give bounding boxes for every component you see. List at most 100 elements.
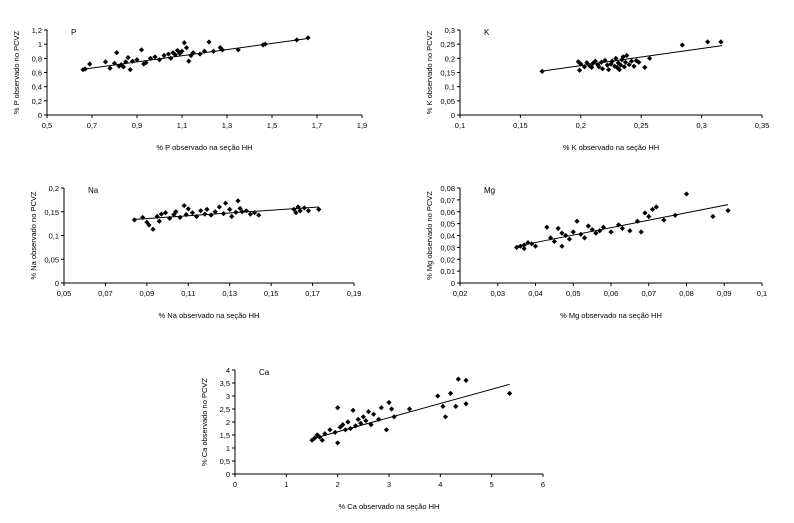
data-point	[140, 214, 146, 221]
panel-label: Na	[88, 186, 99, 195]
data-point	[604, 62, 610, 68]
data-point	[386, 399, 392, 406]
data-point	[609, 58, 615, 64]
data-point	[206, 39, 212, 45]
data-point	[189, 210, 196, 216]
trend-line	[516, 204, 729, 247]
data-point	[237, 205, 243, 212]
x-tick-label: 0,9	[132, 121, 142, 130]
data-point	[227, 206, 233, 212]
data-point	[507, 390, 513, 396]
x-tick-label: 0,03	[490, 289, 505, 298]
x-axis-label: % P observado na seção HH	[156, 143, 252, 152]
data-point	[156, 57, 163, 63]
data-point	[388, 406, 395, 412]
data-point	[111, 60, 118, 66]
data-point	[219, 47, 226, 53]
x-tick-label: 0,17	[305, 289, 320, 298]
data-point	[585, 223, 591, 229]
data-point	[442, 414, 449, 420]
data-point	[638, 229, 644, 235]
y-axis-label: % Ca observado no PCVZ	[200, 378, 209, 466]
data-point	[406, 406, 413, 412]
y-tick-label: 0	[38, 111, 42, 120]
data-point	[335, 440, 341, 446]
data-point	[193, 213, 200, 220]
data-point	[152, 54, 158, 60]
data-point	[305, 208, 312, 214]
data-point	[120, 64, 127, 70]
y-tick-label: 0,04	[440, 232, 455, 241]
y-tick-label: 1	[38, 40, 42, 49]
y-tick-label: 0,03	[440, 243, 455, 252]
data-point	[634, 218, 641, 224]
data-point	[710, 213, 716, 220]
data-point	[167, 215, 173, 221]
data-point	[559, 243, 565, 249]
y-tick-label: 0,6	[32, 69, 42, 78]
data-point	[602, 57, 608, 63]
y-tick-label: 4	[226, 366, 230, 375]
y-tick-label: 0,2	[445, 54, 455, 63]
data-point	[350, 407, 356, 413]
data-point	[239, 209, 245, 215]
data-point	[365, 409, 372, 415]
data-point	[363, 418, 369, 424]
data-point	[262, 41, 268, 47]
y-tick-label: 0,05	[44, 255, 59, 264]
data-point	[448, 390, 454, 396]
x-tick-label: 1,3	[222, 121, 232, 130]
data-point	[596, 64, 602, 70]
data-point	[127, 67, 133, 73]
data-point	[305, 35, 311, 41]
data-point	[521, 242, 527, 248]
data-point	[521, 245, 527, 252]
y-tick-label: 0,4	[32, 83, 42, 92]
data-point	[435, 393, 441, 399]
y-tick-label: 0,3	[445, 26, 455, 35]
x-tick-label: 0,08	[679, 289, 694, 298]
data-point	[575, 59, 581, 65]
data-point	[622, 59, 629, 65]
data-point	[378, 405, 384, 411]
data-point	[355, 416, 361, 422]
data-point	[581, 64, 588, 70]
y-tick-label: 0,08	[440, 184, 455, 193]
x-tick-label: 0,07	[98, 289, 113, 298]
data-point	[216, 204, 222, 210]
x-tick-label: 0,5	[42, 121, 52, 130]
data-point	[322, 431, 328, 437]
data-point	[653, 204, 659, 210]
panel-label: Mg	[484, 186, 495, 195]
data-point	[620, 54, 626, 60]
data-point	[595, 61, 601, 68]
panel-label: Ca	[259, 368, 270, 377]
y-tick-label: 0	[451, 111, 455, 120]
data-point	[131, 217, 138, 223]
y-tick-label: 0	[55, 279, 59, 288]
data-point	[368, 422, 374, 428]
x-tick-label: 0,13	[222, 289, 237, 298]
data-point	[332, 429, 338, 435]
y-tick-label: 0,01	[440, 267, 455, 276]
data-point	[551, 238, 557, 245]
data-point	[574, 218, 580, 224]
data-point	[327, 427, 333, 433]
data-point	[649, 206, 656, 212]
data-point	[129, 58, 136, 64]
x-tick-label: 0,09	[717, 289, 732, 298]
data-point	[150, 226, 156, 232]
x-tick-label: 0,05	[57, 289, 72, 298]
y-tick-label: 0,05	[440, 220, 455, 229]
y-tick-label: 0,1	[445, 83, 455, 92]
data-point	[179, 48, 185, 54]
chart-panel-na: 00,050,10,150,20,05 0,07 0,09 0,11 0,13 0,15 0…	[29, 184, 361, 320]
data-point	[186, 58, 192, 64]
x-tick-label: 2	[336, 480, 340, 489]
data-point	[183, 212, 189, 218]
data-point	[683, 191, 690, 197]
data-point	[608, 229, 614, 235]
y-axis-label: % P observado no PCVZ	[12, 30, 21, 114]
data-point	[316, 206, 322, 212]
data-point	[624, 52, 630, 59]
